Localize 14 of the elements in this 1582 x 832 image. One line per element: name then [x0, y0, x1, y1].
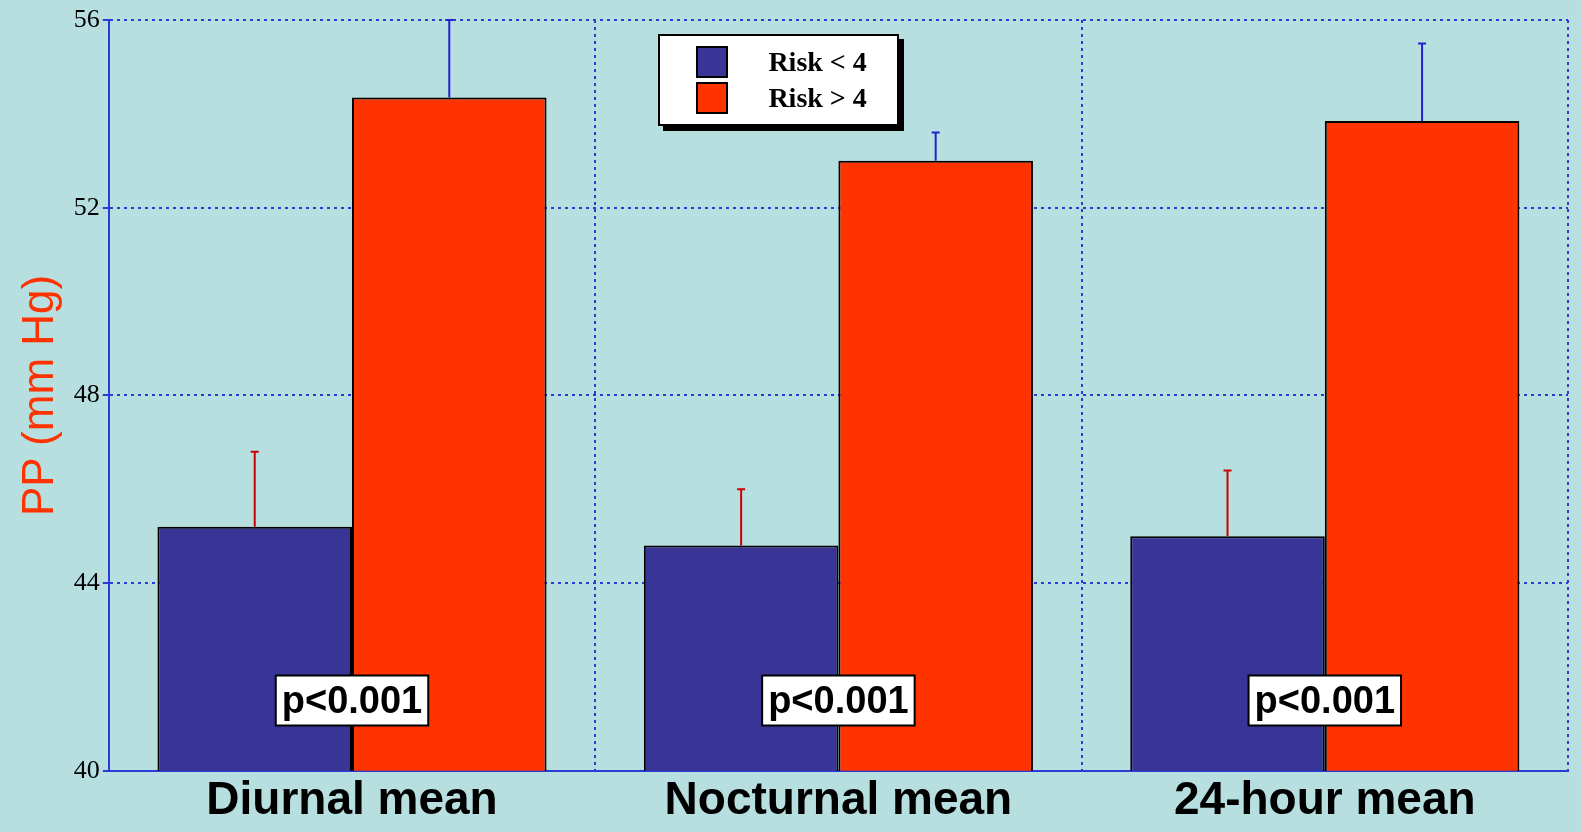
y-tick-label: 52 [73, 191, 100, 221]
y-tick-label: 56 [73, 3, 100, 33]
x-tick-label: Nocturnal mean [664, 772, 1013, 825]
annotation: p<0.001 [768, 678, 909, 721]
y-tick-label: 48 [73, 379, 100, 409]
y-axis-title: PP (mm Hg) [12, 274, 62, 517]
annotation: p<0.001 [1254, 678, 1396, 721]
legend-label: Risk > 4 [768, 82, 867, 114]
y-tick-label: 40 [73, 754, 100, 784]
annotation: p<0.001 [281, 678, 423, 721]
x-tick-label: 24-hour mean [1173, 772, 1476, 825]
x-tick-label: Diurnal mean [206, 772, 498, 825]
y-tick-label: 44 [73, 566, 100, 596]
legend-label: Risk < 4 [768, 46, 867, 78]
